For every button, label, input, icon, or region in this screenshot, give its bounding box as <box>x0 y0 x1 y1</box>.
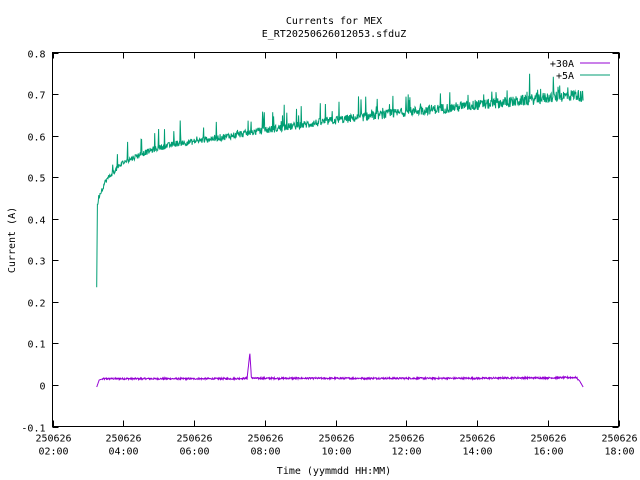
x-tick-time-label: 12:00 <box>391 447 421 458</box>
y-tick-label: 0.8 <box>27 50 45 61</box>
x-tick-date-label: 250626 <box>601 434 637 445</box>
x-tick-time-label: 18:00 <box>604 447 634 458</box>
x-tick-date-label: 250626 <box>35 434 71 445</box>
legend-label: +30A <box>550 59 574 70</box>
x-tick-date-label: 250626 <box>388 434 424 445</box>
axis-ticks: -0.1 0 0.1 0.2 0.3 0.4 0.5 0.6 0.7 0.8 250626 02:00… <box>21 50 637 458</box>
y-tick-label: 0.5 <box>27 174 45 185</box>
y-tick-label: 0.2 <box>27 299 45 310</box>
x-tick-date-label: 250626 <box>530 434 566 445</box>
y-tick-label: 0 <box>39 382 45 393</box>
x-tick-date-label: 250626 <box>247 434 283 445</box>
x-tick-date-label: 250626 <box>176 434 212 445</box>
y-tick-label: 0.1 <box>27 340 45 351</box>
plot-frame <box>52 52 619 427</box>
x-tick-time-label: 16:00 <box>533 447 563 458</box>
x-tick-time-label: 08:00 <box>250 447 280 458</box>
x-tick-time-label: 02:00 <box>38 447 68 458</box>
series-line-5a <box>96 73 584 288</box>
series-line-30a <box>96 353 584 388</box>
legend: +30A+5A <box>550 59 610 82</box>
y-tick-label: 0.4 <box>27 216 45 227</box>
x-tick-time-label: 04:00 <box>108 447 138 458</box>
x-tick-date-label: 250626 <box>318 434 354 445</box>
y-tick-label: 0.7 <box>27 91 45 102</box>
y-tick-label: 0.3 <box>27 257 45 268</box>
series-layer <box>96 73 584 388</box>
chart-title: Currents for MEX <box>286 16 382 27</box>
x-tick-time-label: 10:00 <box>321 447 351 458</box>
x-tick-time-label: 14:00 <box>462 447 492 458</box>
x-tick-time-label: 06:00 <box>179 447 209 458</box>
y-tick-label: 0.6 <box>27 133 45 144</box>
chart-subtitle: E_RT20250626012053.sfduZ <box>262 29 407 40</box>
y-axis-label: Current (A) <box>7 207 18 273</box>
x-tick-date-label: 250626 <box>459 434 495 445</box>
legend-label: +5A <box>556 71 574 82</box>
y-tick-label: -0.1 <box>21 424 45 435</box>
x-axis-label: Time (yymmdd HH:MM) <box>277 466 391 477</box>
x-tick-date-label: 250626 <box>105 434 141 445</box>
